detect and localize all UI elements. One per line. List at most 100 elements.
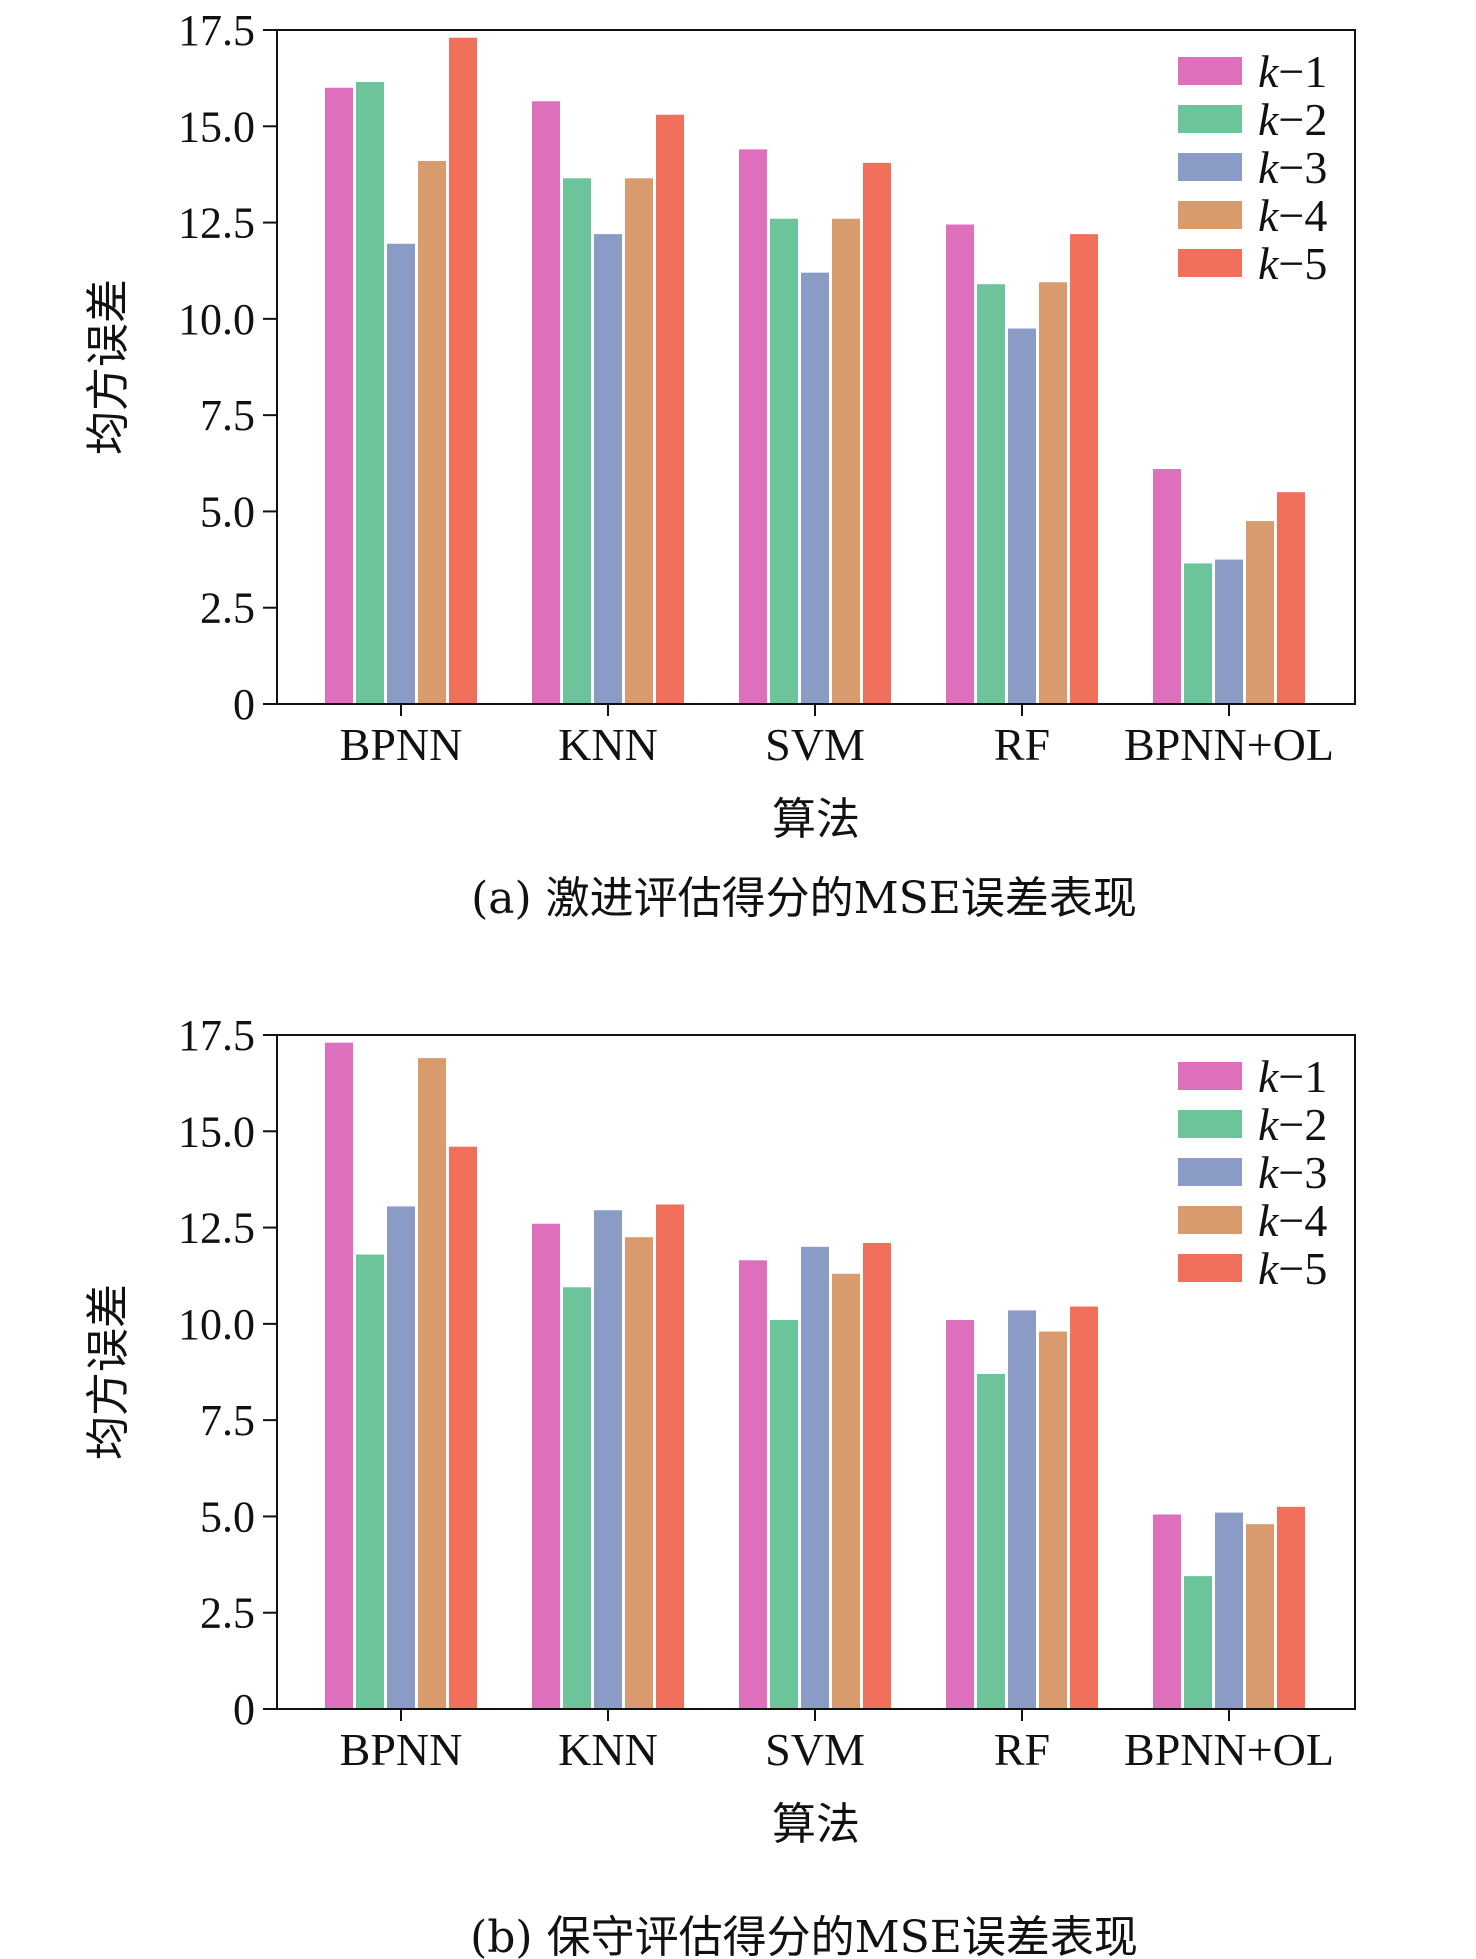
legend-label-k4: k−4 [1258,1195,1327,1246]
y-axis-title: 均方误差 [83,1284,134,1460]
bar-rf-k5 [1070,1306,1098,1709]
y-tick-label: 5.0 [200,1492,255,1541]
y-tick-label: 10.0 [178,1300,255,1349]
bar-svm-k4 [832,218,860,704]
y-tick-label: 12.5 [178,199,255,248]
bar-bpnn-k5 [449,1146,477,1709]
legend-swatch-k3 [1178,153,1242,181]
x-category-label: SVM [765,719,865,770]
legend-swatch-k2 [1178,1110,1242,1138]
bar-rf-k1 [946,224,974,705]
bar-rf-k3 [1008,328,1036,704]
bar-svm-k2 [770,218,798,704]
chart-conservative: 0 2.5 5.0 7.5 10.0 12.5 15.0 17.5 BPNN KNN SVM RF BP… [83,1011,1356,1959]
x-category-label: BPNN [340,1724,463,1775]
bar-bpnn-k5 [449,37,477,704]
legend-label-k5: k−5 [1258,1243,1327,1294]
bar-bpnn-k2 [356,1254,384,1709]
figure-caption: (a) 激进评估得分的MSE误差表现 [471,873,1137,924]
legend-swatch-k3 [1178,1158,1242,1186]
x-axis-title: 算法 [772,1799,860,1850]
y-tick-label: 5.0 [200,487,255,536]
bar-knn-k5 [656,1204,684,1709]
legend-label-k1: k−1 [1258,46,1327,97]
y-tick-label: 2.5 [200,1589,255,1638]
legend-label-k1: k−1 [1258,1051,1327,1102]
bar-rf-k1 [946,1320,974,1709]
bar-bpnn-k2 [356,81,384,705]
bar-bpnn-ol-k5 [1277,492,1305,704]
y-tick-label: 12.5 [178,1204,255,1253]
bar-bpnn-k4 [418,160,446,704]
bar-knn-k1 [532,101,560,705]
bar-svm-k3 [801,1246,829,1709]
x-category-label: SVM [765,1724,865,1775]
bar-knn-k4 [625,178,653,704]
y-tick-label: 7.5 [200,391,255,440]
y-tick-label: 17.5 [178,1011,255,1060]
bar-rf-k4 [1039,1331,1067,1709]
bar-rf-k2 [977,1373,1005,1709]
y-tick-label: 15.0 [178,102,255,151]
bar-rf-k4 [1039,282,1067,704]
bar-bpnn-k4 [418,1058,446,1709]
legend-label-k5: k−5 [1258,238,1327,289]
legend-label-k3: k−3 [1258,1147,1327,1198]
x-axis-title: 算法 [772,794,860,845]
x-category-label: KNN [558,719,658,770]
bar-bpnn-ol-k2 [1184,563,1212,704]
legend-swatch-k1 [1178,57,1242,85]
legend-label-k4: k−4 [1258,190,1327,241]
y-tick-label: 7.5 [200,1396,255,1445]
bar-bpnn-ol-k2 [1184,1576,1212,1709]
figure-caption: (b) 保守评估得分的MSE误差表现 [470,1912,1138,1959]
legend-label-k3: k−3 [1258,142,1327,193]
y-tick-label: 0 [233,1685,255,1734]
y-tick-label: 10.0 [178,295,255,344]
bar-svm-k2 [770,1320,798,1709]
bar-svm-k1 [739,1260,767,1709]
bar-bpnn-ol-k3 [1215,1512,1243,1709]
bar-svm-k5 [863,162,891,705]
x-category-label: KNN [558,1724,658,1775]
bar-knn-k3 [594,1210,622,1709]
legend-label-k2: k−2 [1258,1099,1327,1150]
x-category-label: BPNN+OL [1124,719,1334,770]
bar-knn-k2 [563,1287,591,1709]
bar-knn-k2 [563,178,591,704]
bar-svm-k1 [739,149,767,704]
legend-swatch-k2 [1178,105,1242,133]
bar-bpnn-ol-k4 [1246,521,1274,704]
bar-knn-k3 [594,234,622,704]
bar-svm-k3 [801,272,829,704]
y-tick-label: 15.0 [178,1107,255,1156]
bar-bpnn-ol-k1 [1153,469,1181,704]
legend-swatch-k1 [1178,1062,1242,1090]
bar-bpnn-k1 [325,87,353,705]
legend-swatch-k4 [1178,1206,1242,1234]
bar-bpnn-k3 [387,243,415,705]
y-tick-label: 2.5 [200,584,255,633]
legend-swatch-k5 [1178,1254,1242,1282]
y-tick-label: 17.5 [178,6,255,55]
bar-bpnn-ol-k1 [1153,1514,1181,1709]
x-category-label: BPNN+OL [1124,1724,1334,1775]
bar-knn-k1 [532,1223,560,1709]
x-category-label: BPNN [340,719,463,770]
x-category-label: RF [994,1724,1050,1775]
bar-knn-k5 [656,114,684,704]
legend: k−1k−2k−3k−4k−5 [1178,46,1327,289]
legend-swatch-k5 [1178,249,1242,277]
bar-bpnn-k1 [325,1042,353,1709]
bar-bpnn-ol-k4 [1246,1524,1274,1709]
bar-bpnn-k3 [387,1206,415,1709]
bar-rf-k2 [977,284,1005,704]
chart-aggressive: 0 2.5 5.0 7.5 10.0 12.5 15.0 17.5 BPNN KNN SVM RF BP… [83,6,1356,924]
legend: k−1k−2k−3k−4k−5 [1178,1051,1327,1294]
bar-rf-k3 [1008,1310,1036,1709]
legend-label-k2: k−2 [1258,94,1327,145]
legend-swatch-k4 [1178,201,1242,229]
bar-knn-k4 [625,1237,653,1709]
y-tick-label: 0 [233,680,255,729]
